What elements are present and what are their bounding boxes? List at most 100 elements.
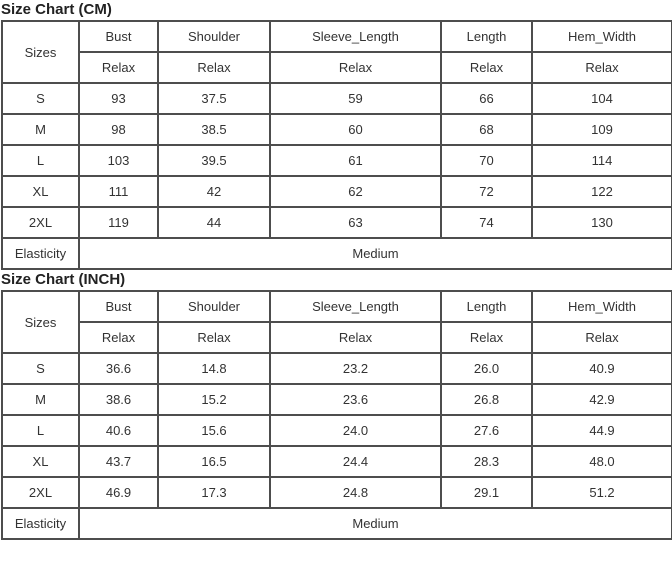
table-cell: 109 [531,113,672,146]
table-cell: 24.8 [269,476,442,509]
header-cell: Bust [78,290,159,323]
table-cell: 48.0 [531,445,672,478]
table-cell: 44 [157,206,271,239]
table-cell: 2XL [1,206,80,239]
elasticity-row: Elasticity Medium [1,507,672,540]
table-cell: 42.9 [531,383,672,416]
chart-title: Size Chart (CM) [1,1,112,18]
table-row: L 40.6 15.6 24.0 27.6 44.9 [1,414,672,447]
header-cell: Sizes [1,20,80,84]
table-cell: 62 [269,175,442,208]
elasticity-value: Medium [78,507,672,540]
elasticity-value: Medium [78,237,672,270]
table-cell: 114 [531,144,672,177]
table-cell: M [1,113,80,146]
table-cell: 63 [269,206,442,239]
table-cell: L [1,414,80,447]
table-row: S 36.6 14.8 23.2 26.0 40.9 [1,352,672,385]
elasticity-label: Elasticity [1,507,80,540]
table-cell: 74 [440,206,533,239]
table-cell: 68 [440,113,533,146]
table-cell: 103 [78,144,159,177]
table-cell: 14.8 [157,352,271,385]
table-cell: 23.2 [269,352,442,385]
header-cell: Sizes [1,290,80,354]
table-cell: 42 [157,175,271,208]
elasticity-label: Elasticity [1,237,80,270]
table-cell: 38.6 [78,383,159,416]
table-cell: 40.9 [531,352,672,385]
table-cell: XL [1,445,80,478]
table-cell: 111 [78,175,159,208]
subheader-cell: Relax [531,321,672,354]
table-row: 2XL 46.9 17.3 24.8 29.1 51.2 [1,476,672,509]
table-cell: 40.6 [78,414,159,447]
table-cell: XL [1,175,80,208]
table-row: L 103 39.5 61 70 114 [1,144,672,177]
table-cell: 28.3 [440,445,533,478]
table-cell: 2XL [1,476,80,509]
table-cell: 72 [440,175,533,208]
table-cell: 93 [78,82,159,115]
table-cell: 15.6 [157,414,271,447]
table-cell: 66 [440,82,533,115]
size-table: Sizes Bust Shoulder Sleeve_Length Length Hem_… [1,290,672,540]
subheader-cell: Relax [440,51,533,84]
subheader-row: Relax Relax Relax Relax Relax [2,321,672,354]
table-cell: S [1,352,80,385]
header-row: Sizes Bust Shoulder Sleeve_Length Length Hem_… [1,290,672,354]
table-cell: 15.2 [157,383,271,416]
table-cell: 130 [531,206,672,239]
table-cell: 119 [78,206,159,239]
table-cell: 36.6 [78,352,159,385]
header-cell: Shoulder [157,290,271,323]
table-cell: 16.5 [157,445,271,478]
header-cell: Hem_Width [531,20,672,53]
header-cell: Shoulder [157,20,271,53]
table-cell: L [1,144,80,177]
table-cell: 60 [269,113,442,146]
header-cell: Sleeve_Length [269,290,442,323]
table-cell: S [1,82,80,115]
table-cell: 17.3 [157,476,271,509]
subheader-cell: Relax [157,51,271,84]
table-row: M 38.6 15.2 23.6 26.8 42.9 [1,383,672,416]
table-cell: 39.5 [157,144,271,177]
table-cell: 51.2 [531,476,672,509]
table-cell: M [1,383,80,416]
table-cell: 44.9 [531,414,672,447]
table-cell: 43.7 [78,445,159,478]
chart-title: Size Chart (INCH) [1,271,126,288]
header-cell: Length [440,20,533,53]
table-cell: 24.4 [269,445,442,478]
size-charts: Size Chart (CM) Sizes Bust Shoulder Sleeve_L… [1,1,672,540]
subheader-cell: Relax [269,51,442,84]
table-row: S 93 37.5 59 66 104 [1,82,672,115]
header-cell: Sleeve_Length [269,20,442,53]
table-cell: 38.5 [157,113,271,146]
subheader-row: Relax Relax Relax Relax Relax [2,51,672,84]
table-cell: 98 [78,113,159,146]
subheader-cell: Relax [157,321,271,354]
table-cell: 104 [531,82,672,115]
table-cell: 26.0 [440,352,533,385]
table-cell: 27.6 [440,414,533,447]
table-cell: 23.6 [269,383,442,416]
subheader-cell: Relax [269,321,442,354]
subheader-cell: Relax [531,51,672,84]
table-cell: 61 [269,144,442,177]
header-cell: Hem_Width [531,290,672,323]
table-cell: 24.0 [269,414,442,447]
elasticity-row: Elasticity Medium [1,237,672,270]
header-cell: Bust [78,20,159,53]
table-row: XL 111 42 62 72 122 [1,175,672,208]
table-cell: 46.9 [78,476,159,509]
header-row: Sizes Bust Shoulder Sleeve_Length Length Hem_… [1,20,672,84]
subheader-cell: Relax [440,321,533,354]
header-cell: Length [440,290,533,323]
table-cell: 37.5 [157,82,271,115]
table-cell: 122 [531,175,672,208]
table-cell: 59 [269,82,442,115]
table-row: M 98 38.5 60 68 109 [1,113,672,146]
table-row: 2XL 119 44 63 74 130 [1,206,672,239]
